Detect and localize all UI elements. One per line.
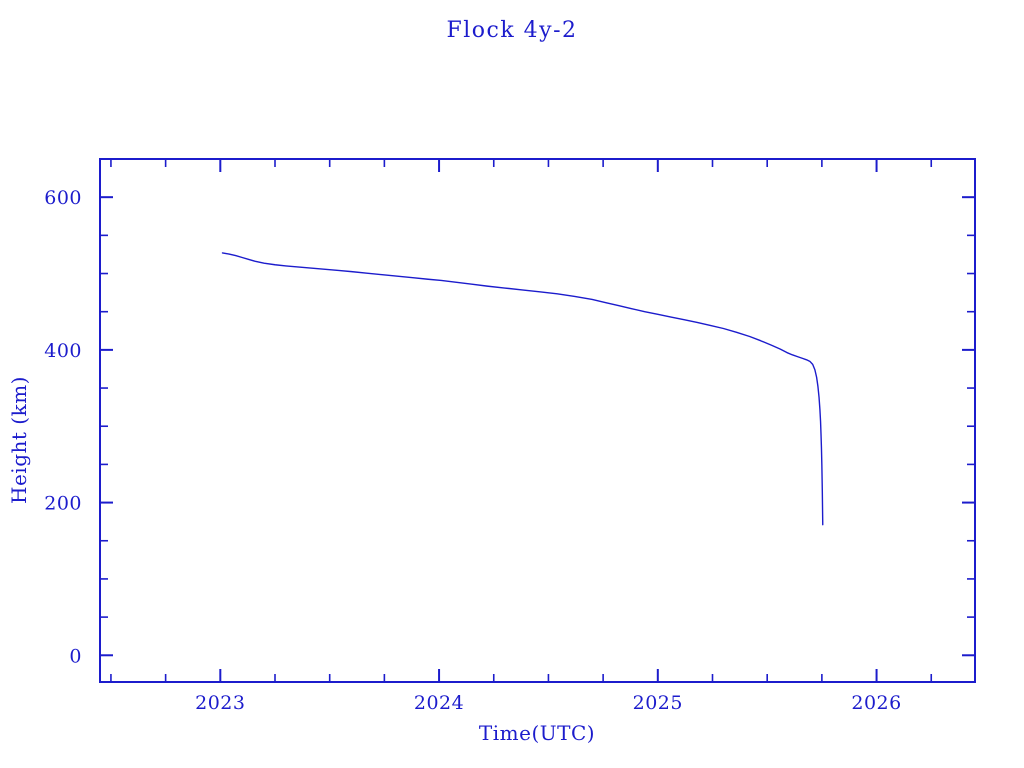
- x-tick-label: 2023: [195, 692, 245, 714]
- chart-title: Flock 4y-2: [446, 18, 577, 43]
- data-series-line: [221, 252, 824, 526]
- x-tick-label: 2024: [414, 692, 464, 714]
- y-axis-tick-labels: 0 200 400 600: [44, 187, 82, 667]
- y-tick-label: 200: [44, 493, 82, 515]
- x-axis-tick-labels: 2023 2024 2025 2026: [195, 692, 901, 714]
- y-axis-ticks: [100, 158, 975, 657]
- y-tick-label: 400: [44, 340, 82, 362]
- y-tick-label: 0: [69, 645, 82, 667]
- y-tick-label: 600: [44, 187, 82, 209]
- x-tick-label: 2025: [633, 692, 683, 714]
- x-tick-label: 2026: [851, 692, 901, 714]
- x-axis-ticks: [110, 159, 933, 682]
- y-axis-title: Height (km): [7, 376, 31, 504]
- x-axis-title: Time(UTC): [479, 721, 595, 745]
- plot-frame: [99, 158, 976, 683]
